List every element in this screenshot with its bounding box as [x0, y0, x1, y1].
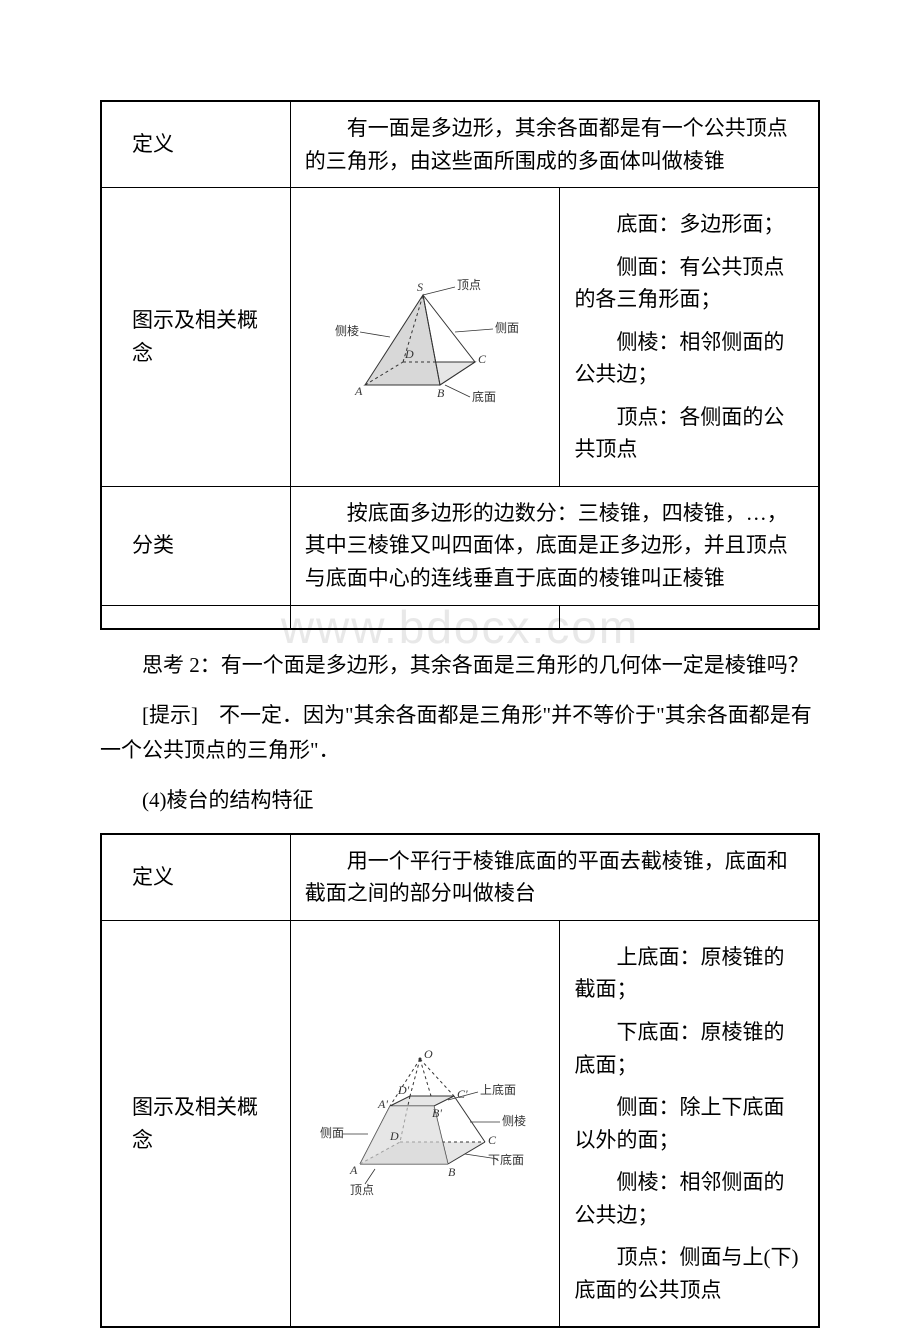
pyramid-concepts: 底面：多边形面； 侧面：有公共顶点的各三角形面； 侧棱：相邻侧面的公共边； 顶点…: [560, 188, 819, 487]
subtitle-4: (4)棱台的结构特征: [100, 783, 820, 819]
concept-apex: 顶点：各侧面的公共顶点: [574, 401, 804, 466]
pyramid-figure: 顶点 侧棱 侧面 底面 S A B C D: [290, 188, 560, 487]
category-label: 分类: [101, 486, 290, 605]
b-label: B: [448, 1165, 456, 1179]
empty-cell: [101, 605, 290, 629]
edge-label: 侧棱: [335, 323, 359, 338]
d-label: D: [389, 1129, 399, 1143]
frustum-figure: O: [290, 920, 560, 1327]
a-label: A: [349, 1163, 358, 1177]
s-label: S: [417, 280, 423, 294]
bp-label: B': [432, 1106, 442, 1120]
table-row: 定义 用一个平行于棱锥底面的平面去截棱锥，底面和截面之间的部分叫做棱台: [101, 834, 819, 921]
frustum-table: 定义 用一个平行于棱锥底面的平面去截棱锥，底面和截面之间的部分叫做棱台 图示及相…: [100, 833, 820, 1328]
definition-label: 定义: [101, 834, 290, 921]
definition-label: 定义: [101, 101, 290, 188]
pyramid-table: 定义 有一面是多边形，其余各面都是有一个公共顶点的三角形，由这些面所围成的多面体…: [100, 100, 820, 630]
table-row: 定义 有一面是多边形，其余各面都是有一个公共顶点的三角形，由这些面所围成的多面体…: [101, 101, 819, 188]
table-row: 分类 按底面多边形的边数分：三棱锥，四棱锥，…，其中三棱锥又叫四面体，底面是正多…: [101, 486, 819, 605]
cp-label: C': [457, 1087, 468, 1101]
b-label: B: [437, 386, 445, 400]
apex-label: 顶点: [457, 278, 481, 292]
c-label: C: [488, 1133, 497, 1147]
concept-bottom: 下底面：原棱锥的底面；: [574, 1016, 804, 1081]
table-row: 图示及相关概念 O: [101, 920, 819, 1327]
figure-label: 图示及相关概念: [101, 920, 290, 1327]
dp-label: D': [397, 1083, 410, 1097]
page-content: 定义 有一面是多边形，其余各面都是有一个公共顶点的三角形，由这些面所围成的多面体…: [100, 100, 820, 1328]
a-label: A: [354, 384, 363, 398]
concept-top: 上底面：原棱锥的截面；: [574, 941, 804, 1006]
top-face-label: 上底面: [480, 1082, 516, 1097]
frustum-concepts: 上底面：原棱锥的截面； 下底面：原棱锥的底面； 侧面：除上下底面以外的面； 侧棱…: [560, 920, 819, 1327]
concept-vertex: 顶点：侧面与上(下)底面的公共顶点: [574, 1241, 804, 1306]
empty-cell: [290, 605, 560, 629]
concept-face: 侧面：有公共顶点的各三角形面；: [574, 251, 804, 316]
concept-edge: 侧棱：相邻侧面的公共边；: [574, 326, 804, 391]
empty-cell: [560, 605, 819, 629]
concept-side: 侧面：除上下底面以外的面；: [574, 1091, 804, 1156]
side-edge-label: 侧棱: [502, 1113, 526, 1128]
o-label: O: [424, 1047, 433, 1061]
vertex-label: 顶点: [350, 1183, 374, 1197]
face-label: 侧面: [495, 321, 519, 335]
definition-text: 用一个平行于棱锥底面的平面去截棱锥，底面和截面之间的部分叫做棱台: [290, 834, 819, 921]
base-label: 底面: [472, 389, 496, 404]
side-face-label: 侧面: [320, 1126, 344, 1140]
table-row: [101, 605, 819, 629]
ap-label: A': [377, 1097, 388, 1111]
hint-text: [提示] 不一定．因为"其余各面都是三角形"并不等价于"其余各面都是有一个公共顶…: [100, 698, 820, 769]
concept-edge: 侧棱：相邻侧面的公共边；: [574, 1166, 804, 1231]
c-label: C: [478, 352, 487, 366]
definition-text: 有一面是多边形，其余各面都是有一个公共顶点的三角形，由这些面所围成的多面体叫做棱…: [290, 101, 819, 188]
d-label: D: [404, 347, 414, 361]
think-2: 思考 2：有一个面是多边形，其余各面是三角形的几何体一定是棱锥吗？: [100, 648, 820, 684]
table-row: 图示及相关概念: [101, 188, 819, 487]
category-text: 按底面多边形的边数分：三棱锥，四棱锥，…，其中三棱锥又叫四面体，底面是正多边形，…: [290, 486, 819, 605]
concept-base: 底面：多边形面；: [574, 208, 804, 241]
figure-label: 图示及相关概念: [101, 188, 290, 487]
bottom-face-label: 下底面: [488, 1152, 524, 1167]
